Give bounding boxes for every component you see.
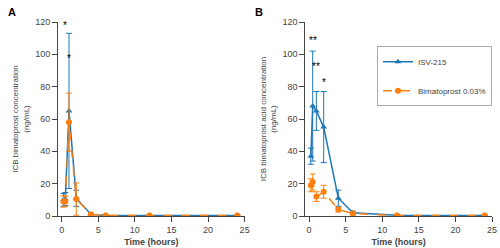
svg-text:A: A	[8, 6, 16, 18]
svg-text:5: 5	[96, 225, 101, 235]
svg-text:25: 25	[240, 225, 250, 235]
svg-text:80: 80	[288, 82, 298, 92]
svg-text:120: 120	[35, 17, 50, 27]
svg-text:0: 0	[293, 211, 298, 221]
svg-text:ICB bimatoprost acid concentra: ICB bimatoprost acid concentration(ng/mL…	[259, 57, 278, 182]
svg-text:120: 120	[283, 17, 298, 27]
svg-text:100: 100	[283, 49, 298, 59]
svg-text:15: 15	[166, 225, 176, 235]
svg-text:0: 0	[45, 211, 50, 221]
svg-text:*: *	[63, 20, 67, 31]
svg-text:0: 0	[59, 225, 64, 235]
svg-text:Bimatoprost 0.03%: Bimatoprost 0.03%	[418, 87, 486, 96]
svg-text:ICB bimatoprost concentration(: ICB bimatoprost concentration(ng/mL)	[11, 65, 30, 173]
svg-text:20: 20	[40, 179, 50, 189]
svg-text:40: 40	[40, 146, 50, 156]
svg-text:0: 0	[307, 225, 312, 235]
svg-text:15: 15	[414, 225, 424, 235]
svg-text:20: 20	[203, 225, 213, 235]
svg-text:ISV-215: ISV-215	[418, 58, 447, 67]
svg-text:60: 60	[288, 114, 298, 124]
svg-text:20: 20	[450, 225, 460, 235]
svg-text:100: 100	[35, 49, 50, 59]
svg-text:10: 10	[130, 225, 140, 235]
svg-text:*: *	[322, 77, 326, 88]
svg-text:*: *	[67, 53, 71, 64]
svg-text:20: 20	[288, 179, 298, 189]
svg-text:25: 25	[487, 225, 497, 235]
svg-text:**: **	[312, 61, 320, 72]
svg-text:**: **	[309, 35, 317, 46]
svg-text:B: B	[255, 6, 263, 18]
svg-text:5: 5	[343, 225, 348, 235]
svg-text:Time (hours): Time (hours)	[124, 237, 178, 247]
svg-text:40: 40	[288, 146, 298, 156]
svg-text:Time (hours): Time (hours)	[372, 237, 426, 247]
svg-text:10: 10	[377, 225, 387, 235]
svg-text:80: 80	[40, 82, 50, 92]
svg-text:60: 60	[40, 114, 50, 124]
